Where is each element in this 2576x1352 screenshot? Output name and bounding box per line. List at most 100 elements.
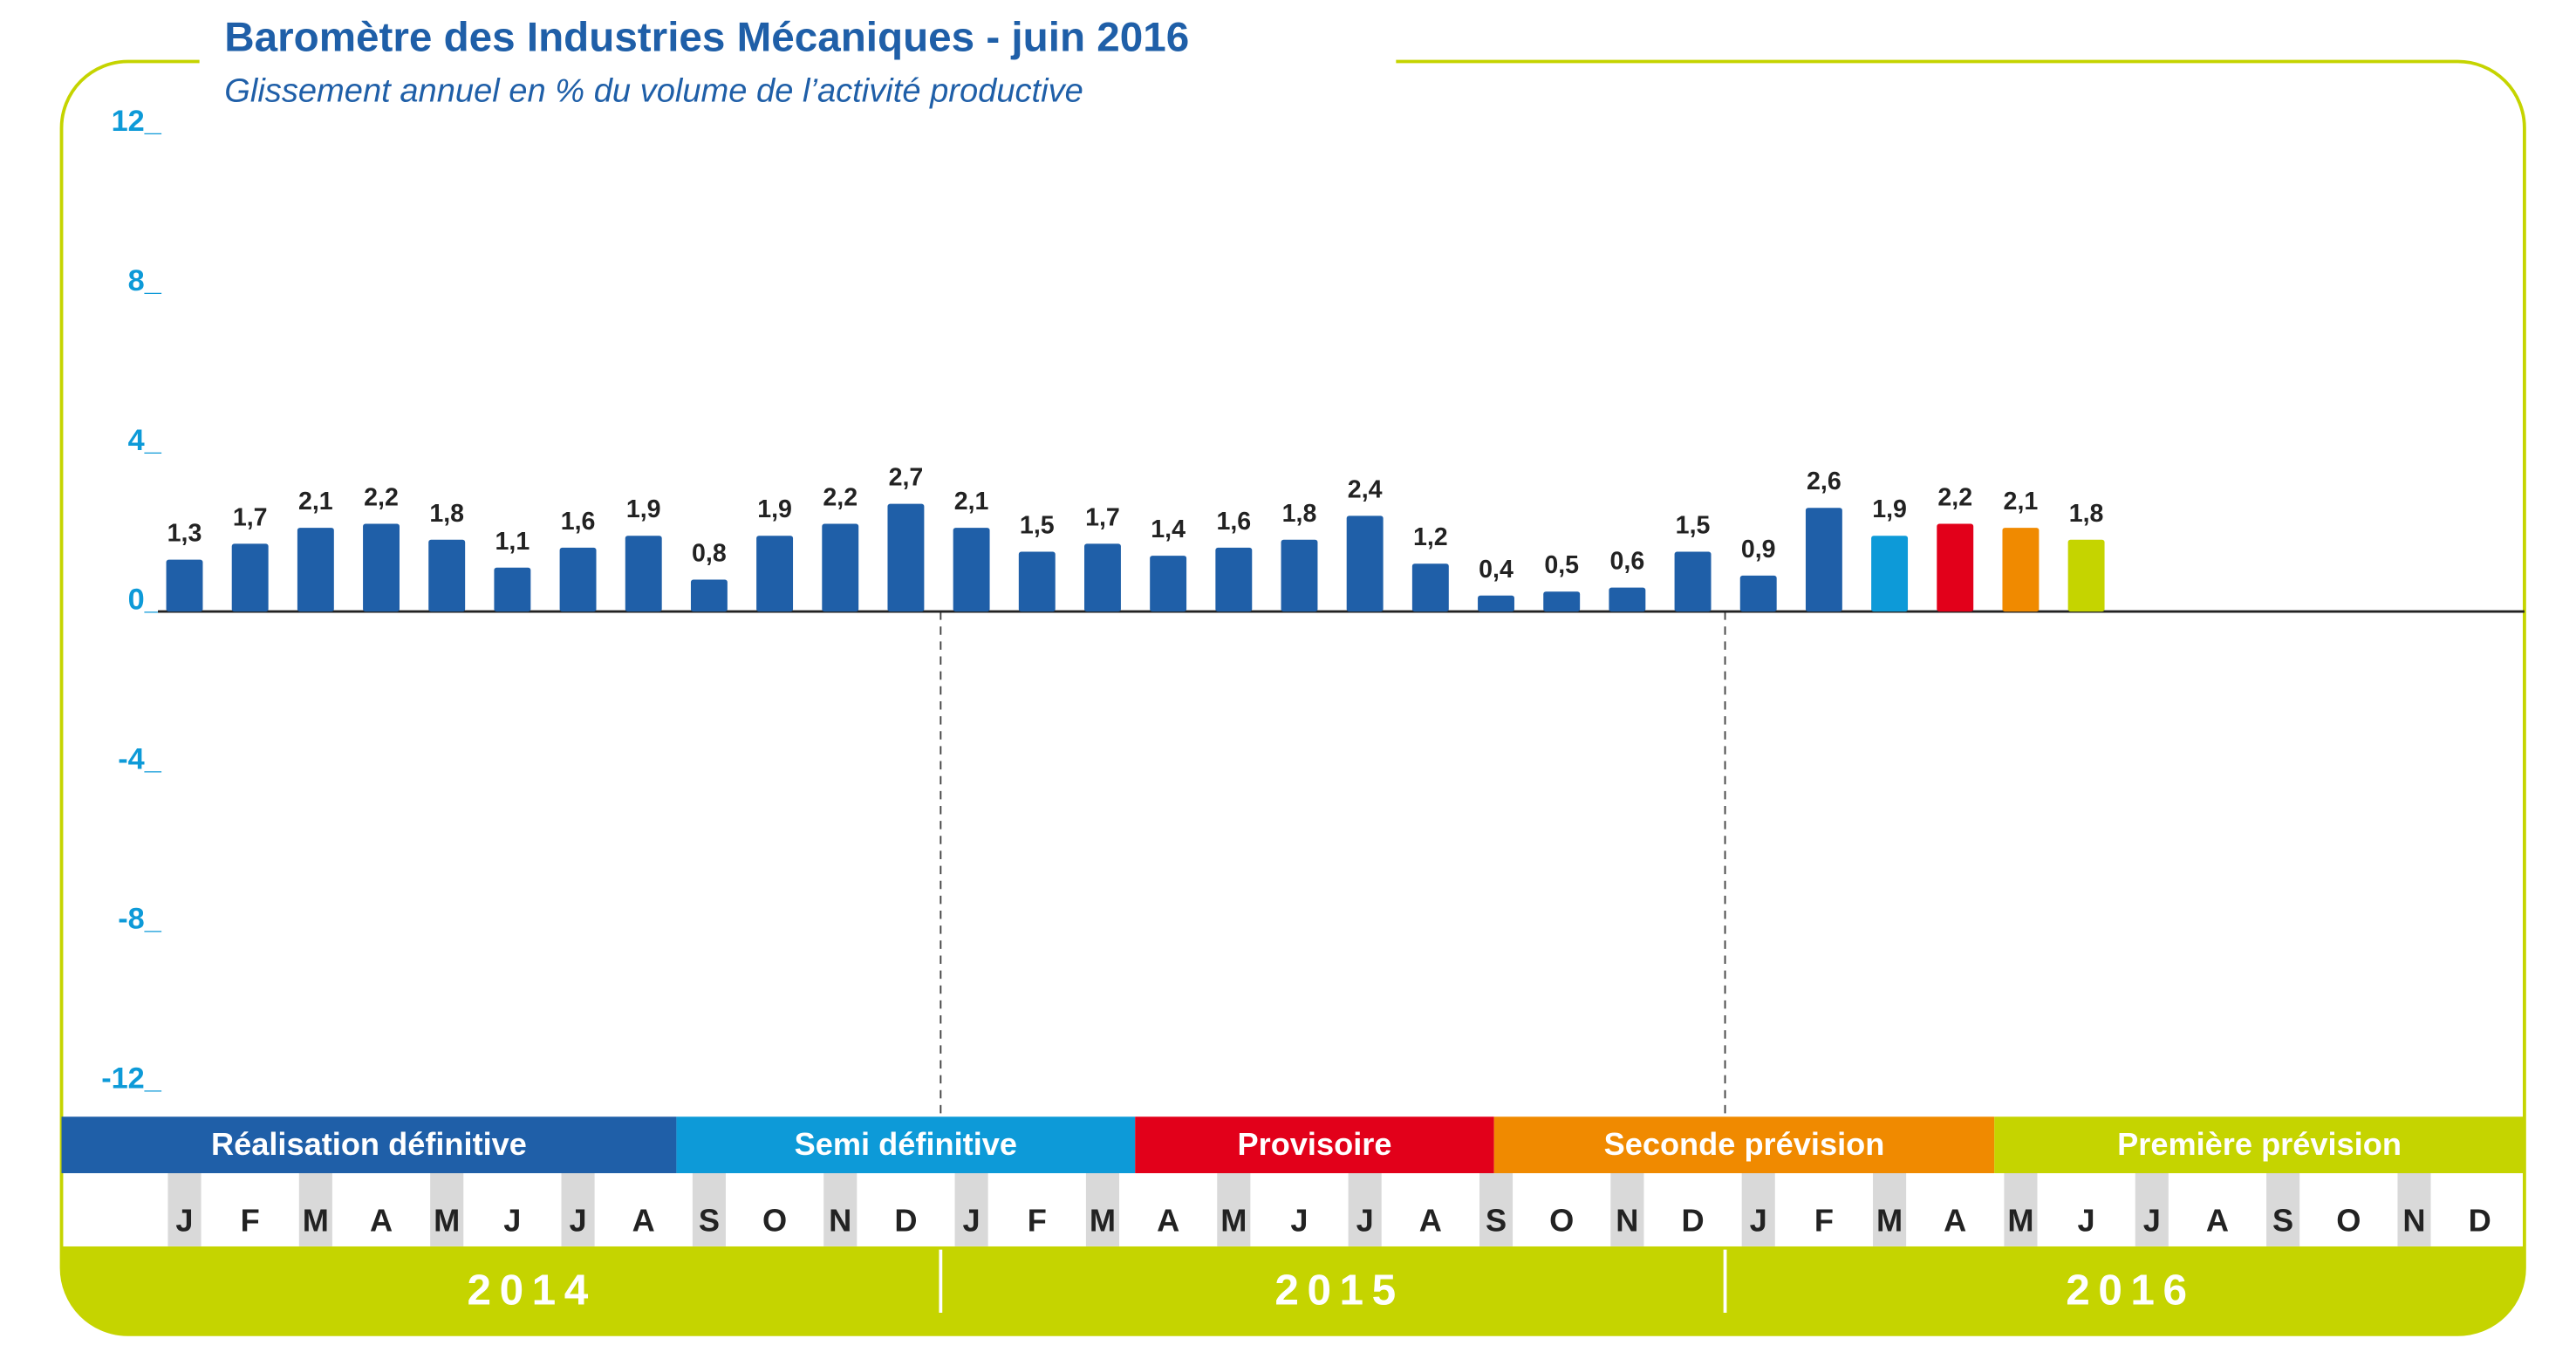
bar bbox=[363, 523, 400, 612]
x-tick-label: N bbox=[829, 1203, 851, 1239]
value-label: 0,8 bbox=[692, 539, 727, 567]
bar bbox=[1084, 543, 1121, 612]
bar bbox=[822, 523, 859, 612]
phase-band bbox=[1994, 1116, 2525, 1174]
phase-band bbox=[676, 1116, 1136, 1174]
y-tick-label: 8_ bbox=[128, 264, 162, 297]
value-label: 1,8 bbox=[1282, 500, 1317, 528]
month-stripe bbox=[2266, 1173, 2300, 1246]
bar bbox=[1739, 575, 1777, 612]
value-label: 2,2 bbox=[1937, 483, 1972, 511]
bar bbox=[1018, 551, 1056, 612]
x-tick-label: M bbox=[1220, 1203, 1247, 1239]
x-tick-label: M bbox=[434, 1203, 460, 1239]
month-stripe bbox=[1479, 1173, 1513, 1246]
value-label: 1,1 bbox=[495, 528, 530, 556]
x-tick-label: A bbox=[370, 1203, 393, 1239]
month-row bbox=[61, 1173, 2525, 1246]
phase-label: Réalisation définitive bbox=[211, 1126, 527, 1162]
value-label: 0,5 bbox=[1544, 551, 1579, 579]
bar bbox=[887, 503, 925, 612]
phase-band bbox=[1135, 1116, 1494, 1174]
bar bbox=[1871, 536, 1909, 612]
x-tick-label: F bbox=[1028, 1203, 1047, 1239]
bar bbox=[1346, 516, 1384, 612]
x-tick-label: J bbox=[1750, 1203, 1767, 1239]
bar bbox=[1543, 591, 1581, 612]
bar bbox=[1281, 539, 1318, 612]
x-tick-label: J bbox=[503, 1203, 521, 1239]
year-label: 2015 bbox=[1274, 1266, 1404, 1314]
value-label: 1,5 bbox=[1676, 511, 1711, 539]
x-tick-label: N bbox=[2402, 1203, 2425, 1239]
month-stripe bbox=[2135, 1173, 2169, 1246]
bar bbox=[2067, 539, 2105, 612]
value-label: 1,3 bbox=[167, 520, 202, 548]
value-label: 1,2 bbox=[1413, 523, 1448, 551]
y-tick-label: 0_ bbox=[128, 584, 162, 617]
value-label: 2,2 bbox=[364, 483, 399, 511]
bar bbox=[1674, 551, 1712, 612]
value-label: 1,9 bbox=[1872, 495, 1907, 523]
value-label: 1,7 bbox=[1085, 503, 1120, 531]
month-stripe bbox=[954, 1173, 988, 1246]
x-tick-label: O bbox=[762, 1203, 787, 1239]
phase-label: Seconde prévision bbox=[1604, 1126, 1885, 1162]
month-stripe bbox=[1741, 1173, 1775, 1246]
y-tick-label: -12_ bbox=[101, 1062, 162, 1095]
x-tick-label: M bbox=[2007, 1203, 2033, 1239]
year-band bbox=[61, 1246, 2525, 1335]
phase-band bbox=[1493, 1116, 1995, 1174]
bar bbox=[1805, 508, 1842, 612]
chart-title: Baromètre des Industries Mécaniques - ju… bbox=[224, 14, 1189, 60]
y-tick-label: 12_ bbox=[112, 105, 162, 138]
y-tick-label: -8_ bbox=[118, 902, 161, 935]
month-stripe bbox=[823, 1173, 858, 1246]
month-stripe bbox=[298, 1173, 332, 1246]
year-label: 2014 bbox=[468, 1266, 597, 1314]
x-tick-label: D bbox=[894, 1203, 917, 1239]
x-tick-label: J bbox=[569, 1203, 586, 1239]
month-stripe bbox=[1348, 1173, 1382, 1246]
phase-label: Première prévision bbox=[2117, 1126, 2402, 1162]
x-tick-label: D bbox=[2469, 1203, 2491, 1239]
bar bbox=[1937, 523, 1974, 612]
bar bbox=[756, 536, 794, 612]
value-label: 0,6 bbox=[1610, 548, 1645, 576]
value-label: 1,9 bbox=[626, 495, 661, 523]
value-label: 1,8 bbox=[429, 500, 464, 528]
bar bbox=[1215, 547, 1253, 612]
title-bg bbox=[199, 13, 1397, 117]
x-tick-label: F bbox=[241, 1203, 260, 1239]
value-label: 2,7 bbox=[889, 464, 924, 492]
month-stripe bbox=[1873, 1173, 1907, 1246]
bar bbox=[953, 528, 990, 612]
month-stripe bbox=[561, 1173, 595, 1246]
month-stripe bbox=[2397, 1173, 2431, 1246]
bar bbox=[1150, 556, 1187, 612]
month-stripe bbox=[2004, 1173, 2038, 1246]
value-label: 1,4 bbox=[1151, 516, 1186, 543]
value-label: 1,6 bbox=[1216, 508, 1251, 536]
year-label: 2016 bbox=[2066, 1266, 2195, 1314]
bar bbox=[2002, 528, 2040, 612]
x-tick-label: M bbox=[1876, 1203, 1903, 1239]
y-tick-label: -4_ bbox=[118, 743, 161, 776]
phase-label: Semi définitive bbox=[795, 1126, 1017, 1162]
bar bbox=[166, 559, 203, 612]
x-tick-label: O bbox=[2336, 1203, 2361, 1239]
x-tick-label: F bbox=[1814, 1203, 1834, 1239]
phase-label: Provisoire bbox=[1237, 1126, 1391, 1162]
value-label: 2,1 bbox=[2004, 488, 2039, 516]
value-label: 0,4 bbox=[1479, 556, 1513, 584]
x-tick-label: A bbox=[632, 1203, 655, 1239]
value-label: 2,6 bbox=[1807, 468, 1841, 495]
phase-band bbox=[61, 1116, 677, 1174]
bar bbox=[559, 547, 597, 612]
value-label: 1,5 bbox=[1020, 511, 1055, 539]
x-tick-label: A bbox=[1419, 1203, 1442, 1239]
value-label: 2,1 bbox=[298, 488, 333, 516]
bar bbox=[1478, 595, 1514, 612]
